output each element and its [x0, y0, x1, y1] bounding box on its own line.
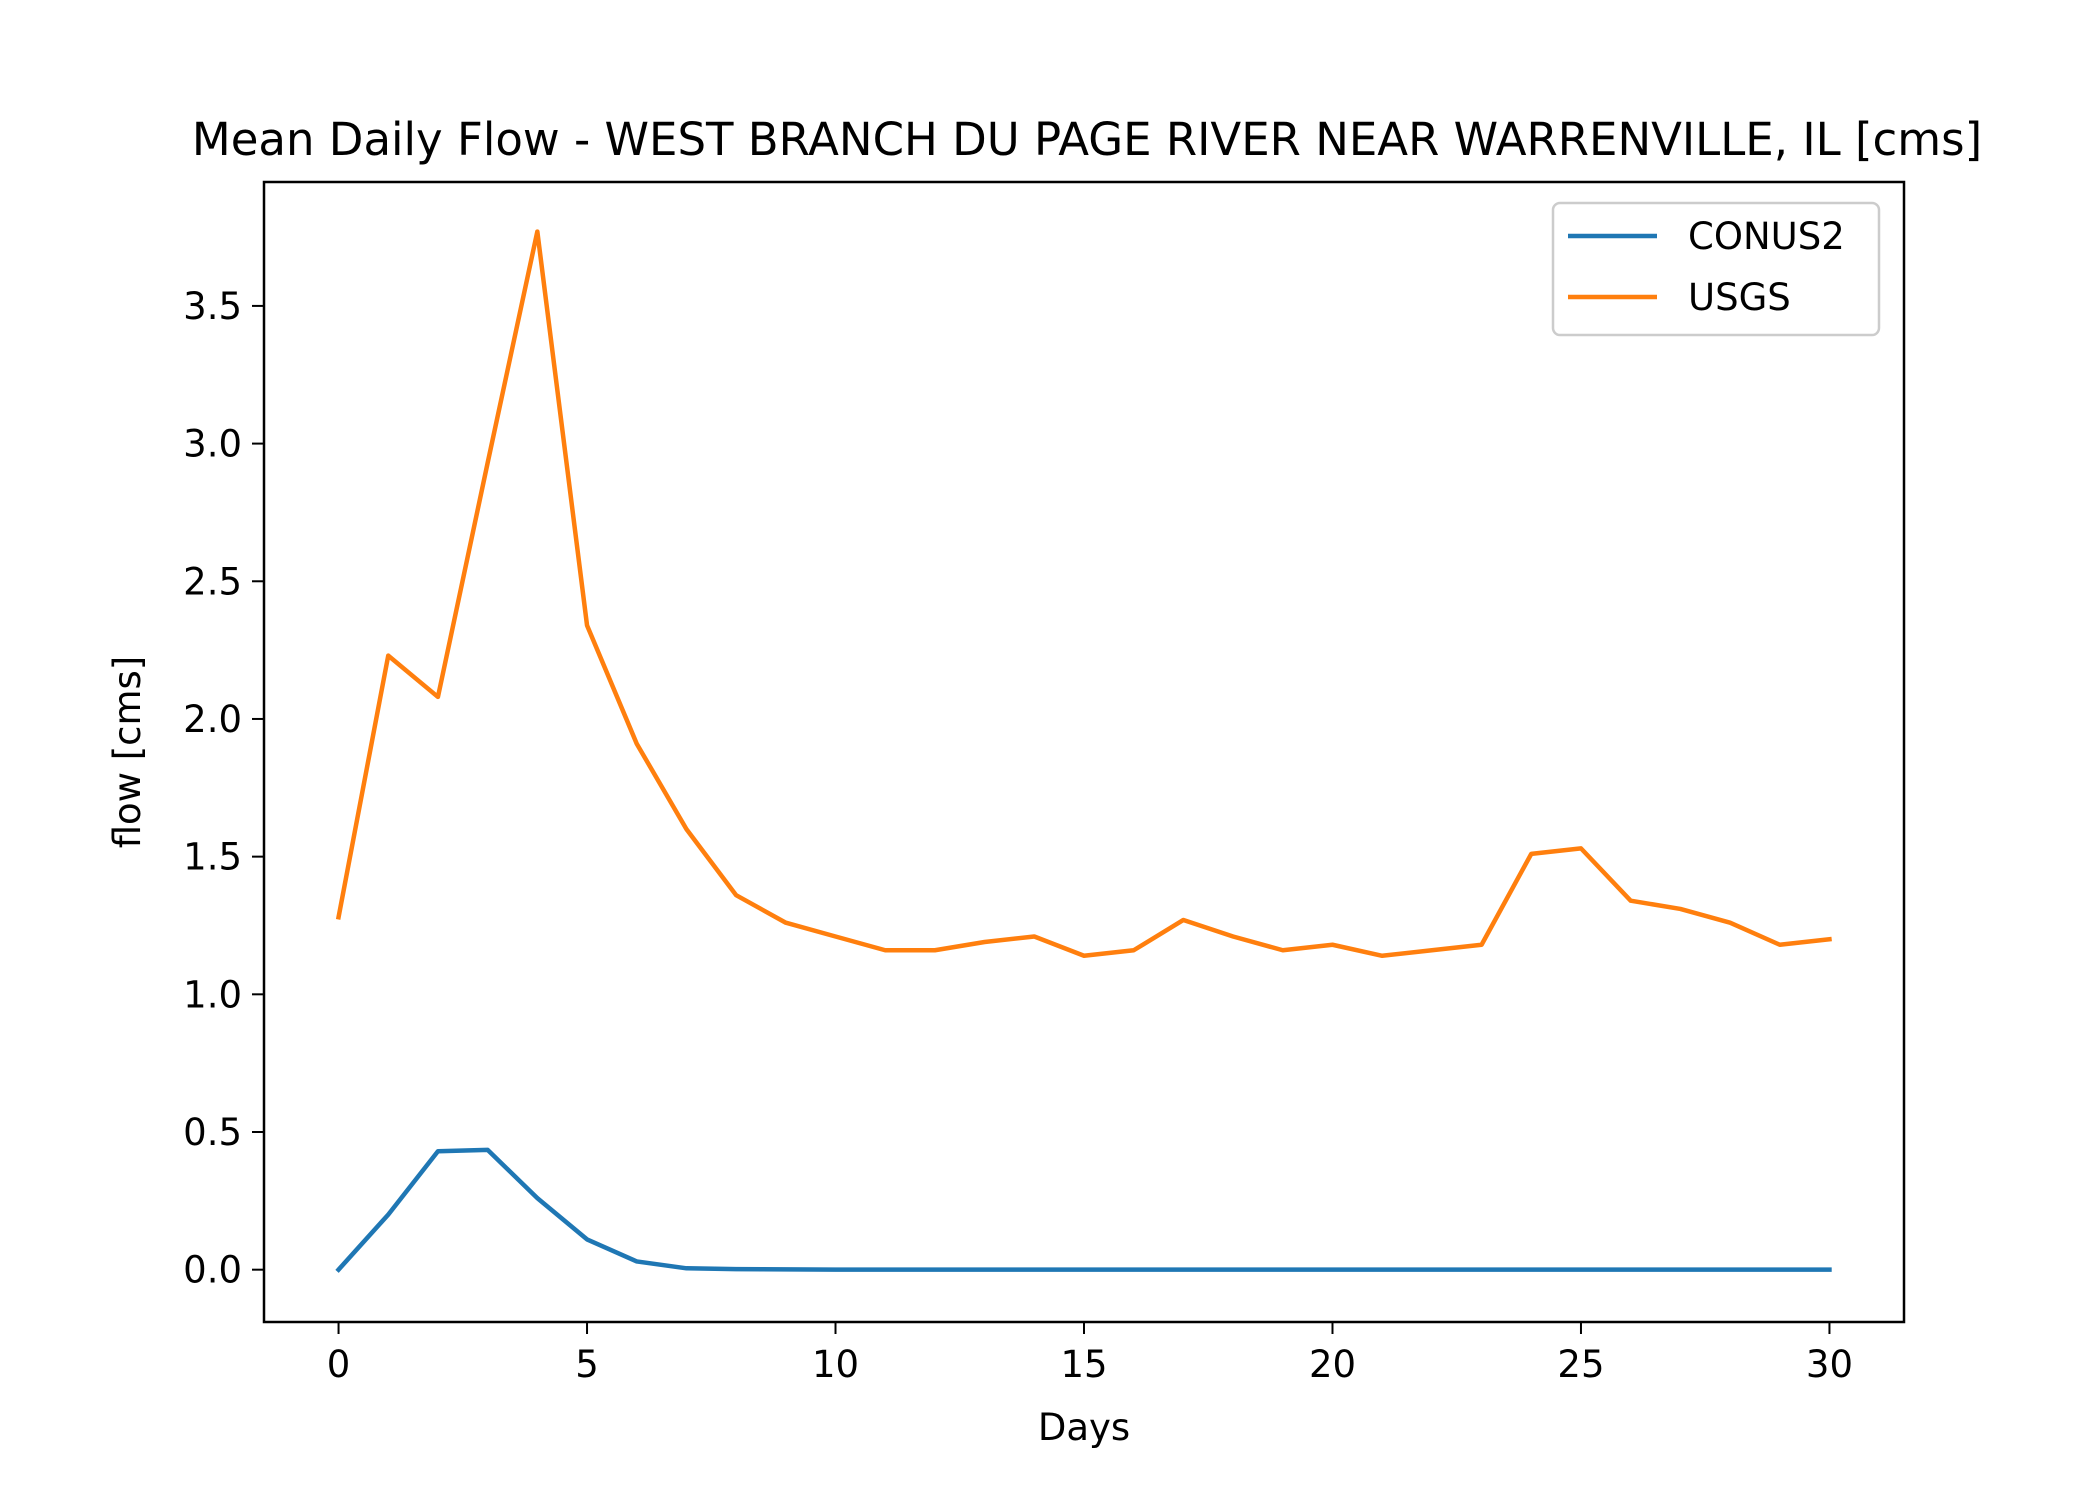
plot-border: [262, 180, 1906, 1324]
y-tick-label: 0.5: [183, 1111, 242, 1154]
y-tick-label: 3.0: [183, 423, 242, 466]
lines-layer: [335, 229, 1832, 1273]
x-tick-label: 30: [1806, 1343, 1853, 1386]
x-tick-label: 15: [1060, 1343, 1107, 1386]
legend-label-conus2: CONUS2: [1688, 215, 1845, 258]
y-tick-label: 1.0: [183, 973, 242, 1016]
series-line-conus2: [335, 1147, 1832, 1273]
x-tick-label: 5: [575, 1343, 599, 1386]
legend: CONUS2 USGS: [1551, 201, 1881, 337]
series-line-usgs: [335, 229, 1832, 959]
x-tick-label: 10: [812, 1343, 859, 1386]
y-tick-label: 2.0: [183, 698, 242, 741]
chart-title: Mean Daily Flow - WEST BRANCH DU PAGE RI…: [192, 113, 1982, 166]
y-tick-label: 1.5: [183, 836, 242, 879]
x-tick-label: 25: [1557, 1343, 1604, 1386]
x-tick-label: 0: [327, 1343, 351, 1386]
x-axis: 0 5 10 15 20 25 30: [327, 1322, 1853, 1386]
y-axis-label: flow [cms]: [106, 656, 149, 849]
y-tick-label: 3.5: [183, 285, 242, 328]
y-tick-label: 2.5: [183, 560, 242, 603]
x-axis-label: Days: [1038, 1406, 1130, 1449]
y-tick-label: 0.0: [183, 1249, 242, 1292]
x-tick-label: 20: [1309, 1343, 1356, 1386]
y-axis: 0.0 0.5 1.0 1.5 2.0 2.5 3.0 3.5: [183, 285, 264, 1292]
legend-label-usgs: USGS: [1688, 276, 1791, 319]
plot-frame: [264, 182, 1904, 1322]
